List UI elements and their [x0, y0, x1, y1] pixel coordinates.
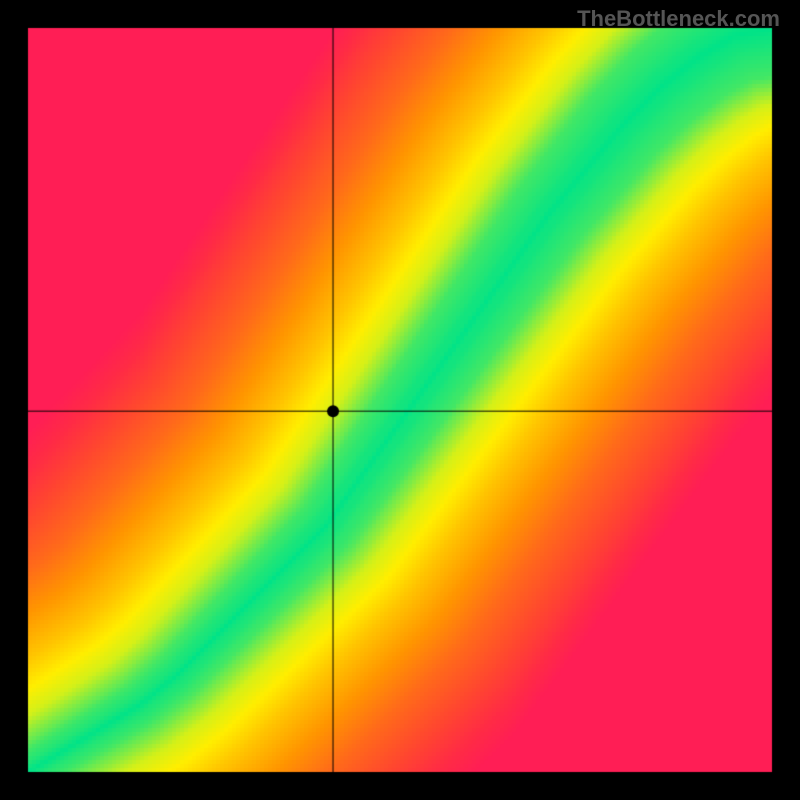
heatmap-canvas: [0, 0, 800, 800]
watermark-text: TheBottleneck.com: [577, 6, 780, 32]
